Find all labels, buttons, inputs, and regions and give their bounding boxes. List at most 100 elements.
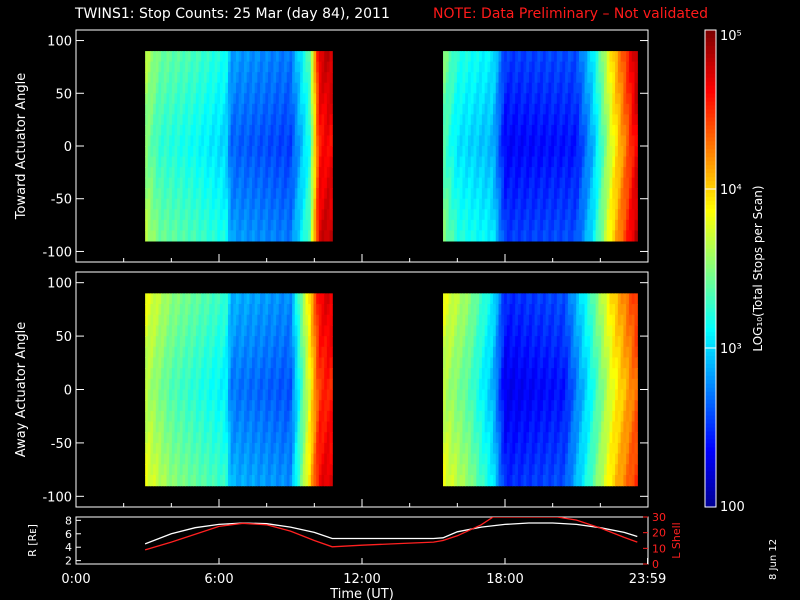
toward-cell xyxy=(534,82,538,94)
away-cell xyxy=(573,410,577,423)
away-cell xyxy=(603,336,608,348)
toward-cell xyxy=(462,167,466,179)
toward-cell xyxy=(147,61,152,73)
away-cell xyxy=(227,410,232,423)
toward-cell xyxy=(570,93,575,105)
toward-cell xyxy=(492,167,497,179)
toward-cell xyxy=(484,188,489,200)
away-cell xyxy=(249,389,253,401)
away-cell xyxy=(590,293,594,305)
away-cell xyxy=(249,421,253,433)
toward-cell xyxy=(219,146,224,158)
away-cell xyxy=(548,378,552,391)
toward-cell xyxy=(297,146,301,158)
toward-cell xyxy=(468,167,472,179)
toward-cell xyxy=(241,188,245,200)
toward-cell xyxy=(289,135,293,147)
away-cell xyxy=(556,421,561,433)
away-cell xyxy=(448,346,452,359)
away-cell xyxy=(324,464,328,476)
toward-cell xyxy=(321,61,325,73)
toward-cell xyxy=(206,177,210,189)
away-cell xyxy=(462,442,466,455)
away-cell xyxy=(257,314,261,327)
away-cell xyxy=(308,432,312,444)
toward-cell xyxy=(147,72,152,84)
away-cell xyxy=(222,400,226,412)
toward-cell xyxy=(329,103,333,115)
away-cell xyxy=(217,293,221,305)
toward-cell xyxy=(182,72,186,84)
toward-cell xyxy=(329,177,333,189)
away-cell xyxy=(179,368,184,380)
away-cell xyxy=(294,378,299,391)
away-cell xyxy=(254,378,258,391)
toward-cell xyxy=(590,135,594,147)
away-cell xyxy=(476,442,480,455)
away-cell xyxy=(523,325,527,337)
toward-cell xyxy=(329,51,333,63)
toward-cell xyxy=(209,93,213,105)
toward-cell xyxy=(537,209,541,221)
toward-cell xyxy=(479,93,483,105)
toward-cell xyxy=(284,72,288,84)
away-cell xyxy=(620,357,625,369)
toward-cell xyxy=(300,103,304,115)
toward-cell xyxy=(313,114,317,126)
toward-cell xyxy=(219,135,224,147)
away-cell xyxy=(592,314,597,327)
toward-cell xyxy=(506,61,511,73)
toward-cell xyxy=(509,188,514,200)
away-cell xyxy=(490,400,494,412)
toward-cell xyxy=(587,114,591,126)
toward-cell xyxy=(262,61,266,73)
away-cell xyxy=(590,453,594,465)
away-cell xyxy=(567,378,572,391)
away-cell xyxy=(451,336,455,348)
toward-cell xyxy=(190,146,194,158)
toward-cell xyxy=(492,146,497,158)
away-cell xyxy=(235,464,240,476)
away-cell xyxy=(233,357,237,369)
away-cell xyxy=(515,293,519,305)
away-cell xyxy=(235,432,240,444)
toward-cell xyxy=(531,135,536,147)
toward-cell xyxy=(481,156,486,168)
toward-cell xyxy=(609,103,613,115)
toward-cell xyxy=(615,124,619,137)
away-cell xyxy=(308,453,312,465)
away-cell xyxy=(145,400,149,412)
toward-cell xyxy=(318,124,323,137)
away-cell xyxy=(292,432,296,444)
toward-cell xyxy=(187,198,192,210)
away-cell xyxy=(606,400,611,412)
away-cell xyxy=(211,346,216,359)
away-cell xyxy=(515,336,519,348)
toward-cell xyxy=(515,103,519,115)
toward-cell xyxy=(158,177,162,189)
away-cell xyxy=(573,378,577,391)
toward-cell xyxy=(257,72,261,84)
toward-cell xyxy=(492,177,497,189)
away-cell xyxy=(284,432,288,444)
toward-cell xyxy=(445,219,450,231)
away-cell xyxy=(177,421,181,433)
away-cell xyxy=(150,378,154,391)
away-cell xyxy=(329,432,333,444)
away-cell xyxy=(581,304,586,316)
toward-cell xyxy=(273,219,277,231)
away-cell xyxy=(609,474,613,487)
away-cell xyxy=(490,432,494,444)
away-cell xyxy=(501,410,505,423)
away-cell xyxy=(281,410,285,423)
toward-cell xyxy=(628,93,633,105)
away-cell xyxy=(249,314,253,327)
toward-cell xyxy=(225,72,229,84)
toward-cell xyxy=(512,124,516,137)
away-cell xyxy=(190,453,194,465)
toward-cell xyxy=(241,82,245,94)
away-cell xyxy=(225,442,229,455)
toward-cell xyxy=(612,61,616,73)
toward-cell xyxy=(249,146,253,158)
toward-cell xyxy=(193,177,197,189)
